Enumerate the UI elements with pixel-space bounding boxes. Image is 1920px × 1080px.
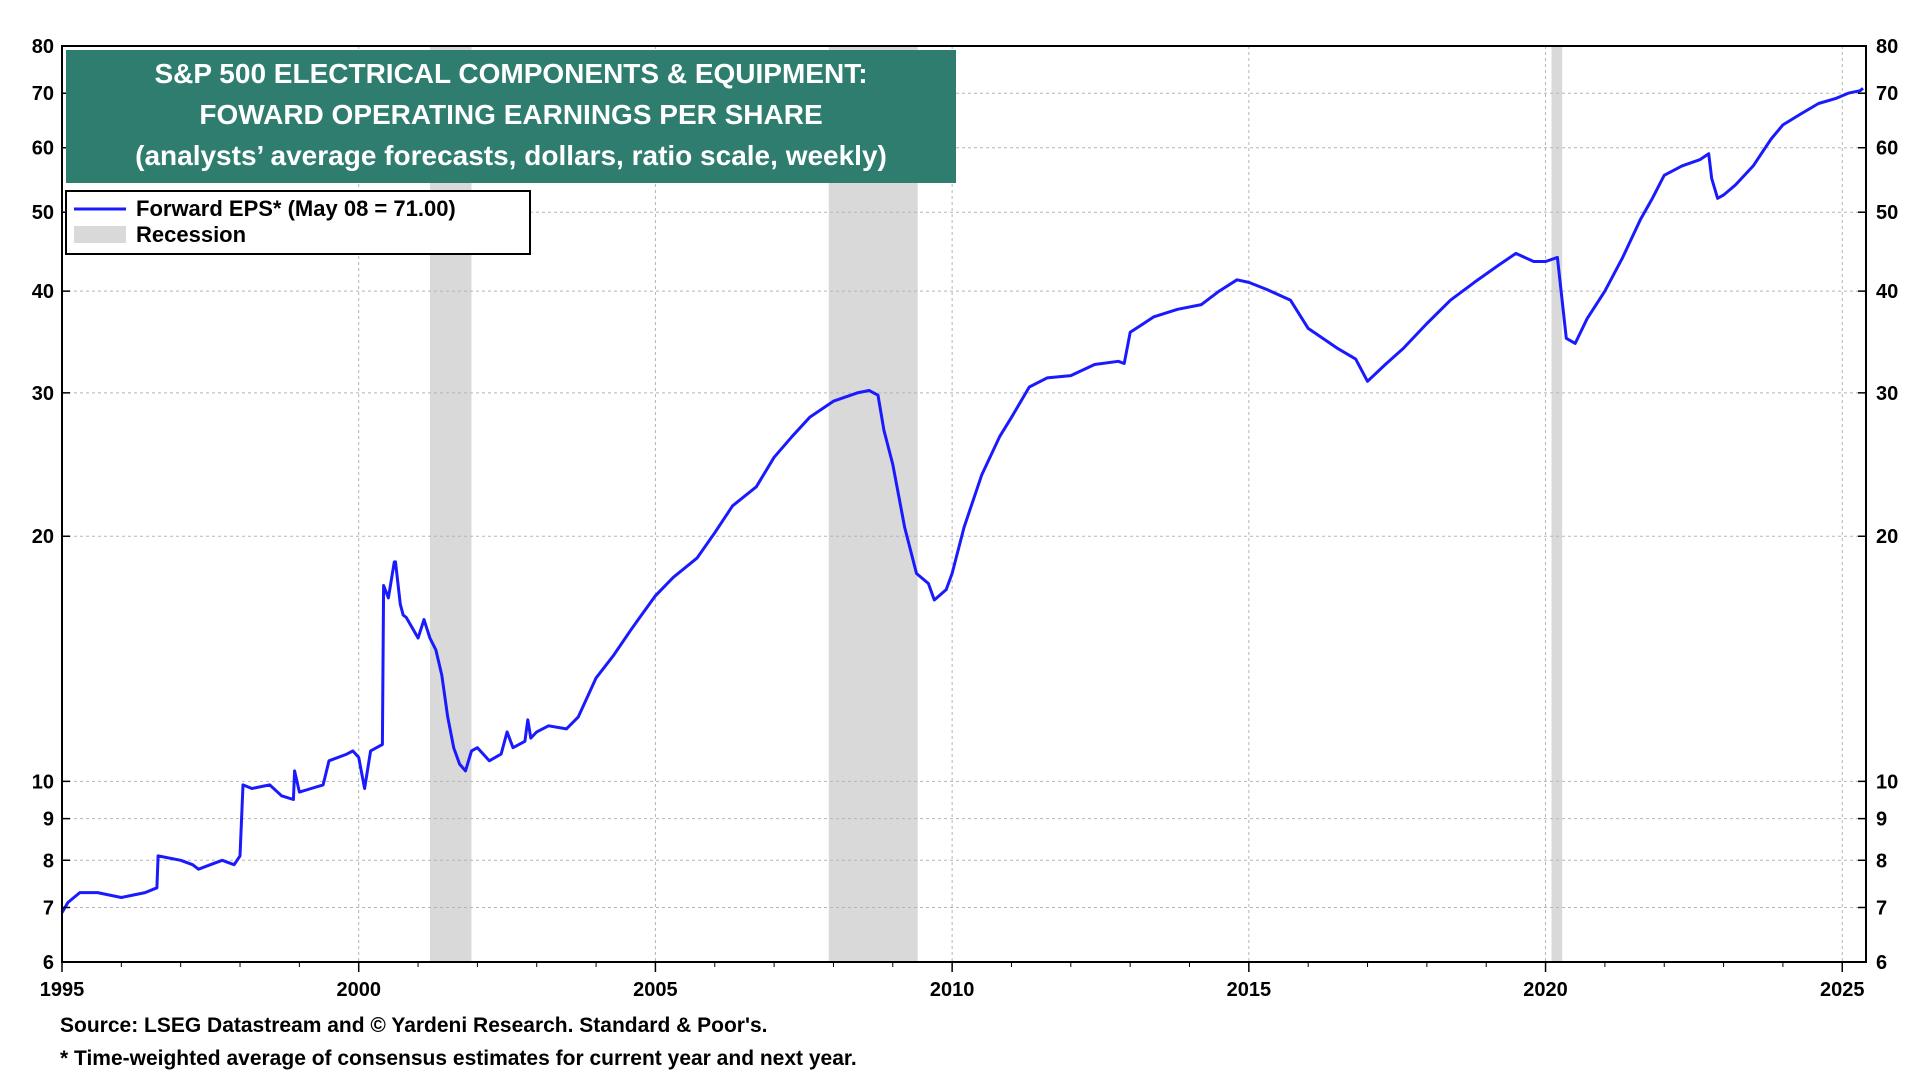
y-tick-label-left: 20 [32, 526, 54, 548]
x-tick-label: 2000 [336, 979, 381, 1001]
legend-box [65, 190, 531, 255]
y-tick-label-left: 40 [32, 281, 54, 303]
y-tick-label-right: 20 [1876, 526, 1898, 548]
series-line-forward-eps [60, 87, 1864, 914]
recession-layer [429, 46, 1563, 962]
title-box: S&P 500 ELECTRICAL COMPONENTS & EQUIPMEN… [66, 50, 956, 183]
y-tick-label-right: 8 [1876, 850, 1887, 872]
y-tick-label-left: 30 [32, 383, 54, 405]
y-tick-label-right: 60 [1876, 138, 1898, 160]
legend: Forward EPS* (May 08 = 71.00) Recession [65, 190, 531, 255]
series-layer [60, 87, 1864, 914]
y-tick-label-right: 10 [1876, 771, 1898, 793]
recession-band [429, 46, 472, 962]
grid-layer [62, 46, 1866, 962]
y-tick-label-left: 80 [32, 36, 54, 58]
legend-recession-swatch [74, 226, 126, 243]
plot-frame [61, 45, 1867, 963]
y-tick-label-right: 9 [1876, 809, 1887, 831]
x-tick-label: 2015 [1227, 979, 1272, 1001]
y-tick-label-right: 80 [1876, 36, 1898, 58]
recession-band [1551, 46, 1563, 962]
title-line-3: (analysts’ average forecasts, dollars, r… [135, 140, 887, 171]
y-tick-label-right: 7 [1876, 897, 1887, 919]
y-tick-label-right: 40 [1876, 281, 1898, 303]
footnote: * Time-weighted average of consensus est… [60, 1047, 857, 1070]
y-tick-label-left: 10 [32, 771, 54, 793]
legend-recession-label: Recession [136, 222, 246, 247]
x-tick-label: 1995 [40, 979, 85, 1001]
y-tick-label-left: 9 [43, 809, 54, 831]
y-tick-label-right: 30 [1876, 383, 1898, 405]
source-note: Source: LSEG Datastream and © Yardeni Re… [60, 1014, 768, 1037]
y-tick-label-right: 6 [1876, 952, 1887, 974]
x-tick-label: 2020 [1523, 979, 1568, 1001]
x-tick-label: 2010 [930, 979, 975, 1001]
y-tick-label-left: 70 [32, 83, 54, 105]
title-line-1: S&P 500 ELECTRICAL COMPONENTS & EQUIPMEN… [154, 58, 867, 89]
x-tick-label: 2025 [1820, 979, 1865, 1001]
y-tick-label-left: 50 [32, 202, 54, 224]
legend-series-label: Forward EPS* (May 08 = 71.00) [136, 196, 456, 221]
y-tick-label-right: 50 [1876, 202, 1898, 224]
recession-band [828, 46, 918, 962]
y-tick-label-right: 70 [1876, 83, 1898, 105]
y-tick-label-left: 6 [43, 952, 54, 974]
title-line-2: FOWARD OPERATING EARNINGS PER SHARE [199, 99, 822, 130]
x-tick-label: 2005 [633, 979, 678, 1001]
title-background [66, 50, 956, 183]
y-tick-label-left: 60 [32, 138, 54, 160]
y-tick-label-left: 8 [43, 850, 54, 872]
y-tick-label-left: 7 [43, 897, 54, 919]
